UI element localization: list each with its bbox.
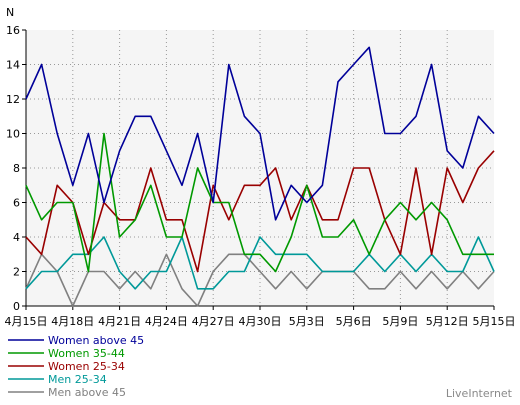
legend-label: Women above 45 [48,334,144,347]
legend-label: Men above 45 [48,386,126,399]
x-tick-label: 5月9日 [382,315,418,328]
series-line [25,46,495,221]
series-line [25,132,494,273]
series-line [25,253,495,307]
y-tick-label: 8 [13,162,20,175]
watermark-text: LiveInternet [446,387,513,400]
series-lines [25,46,495,307]
x-tick-label: 4月21日 [98,315,141,328]
y-tick-label: 14 [6,59,20,72]
y-axis-label: N [6,6,14,19]
legend-label: Men 25-34 [48,373,107,386]
x-tick-label: 4月30日 [239,315,282,328]
x-tick-label: 4月27日 [192,315,235,328]
y-tick-label: 10 [6,128,20,141]
y-tick-label: 16 [6,24,20,37]
y-tick-label: 0 [13,300,20,313]
x-tick-label: 5月6日 [336,315,372,328]
x-tick-label: 5月15日 [473,315,516,328]
legend-label: Women 25-34 [48,360,125,373]
x-tick-label: 5月3日 [289,315,325,328]
x-tick-label: 4月18日 [51,315,94,328]
y-tick-label: 4 [13,231,20,244]
y-tick-label: 2 [13,266,20,279]
x-tick-label: 4月24日 [145,315,188,328]
x-tick-label: 5月12日 [426,315,469,328]
legend-label: Women 35-44 [48,347,125,360]
axes: 4月15日 4月18日 4月21日 4月24日 4月27日 4月30日 5月3日 5月6日 5月… [5,24,516,328]
y-tick-label: 12 [6,93,20,106]
x-tick-label: 4月15日 [5,315,48,328]
y-tick-label: 6 [13,197,20,210]
series-line [25,236,495,290]
